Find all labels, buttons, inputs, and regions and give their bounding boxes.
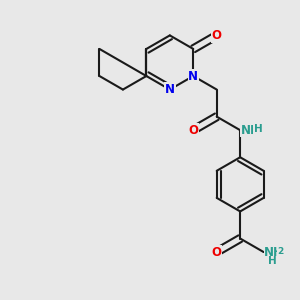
Text: H: H (268, 256, 277, 266)
Text: H: H (254, 124, 263, 134)
Text: NH: NH (241, 124, 261, 137)
Text: O: O (188, 124, 198, 137)
Text: N: N (188, 70, 198, 83)
Text: O: O (212, 245, 222, 259)
Text: O: O (212, 29, 222, 42)
Text: N: N (165, 83, 175, 96)
Text: NH: NH (264, 245, 284, 259)
Text: 2: 2 (277, 247, 283, 256)
